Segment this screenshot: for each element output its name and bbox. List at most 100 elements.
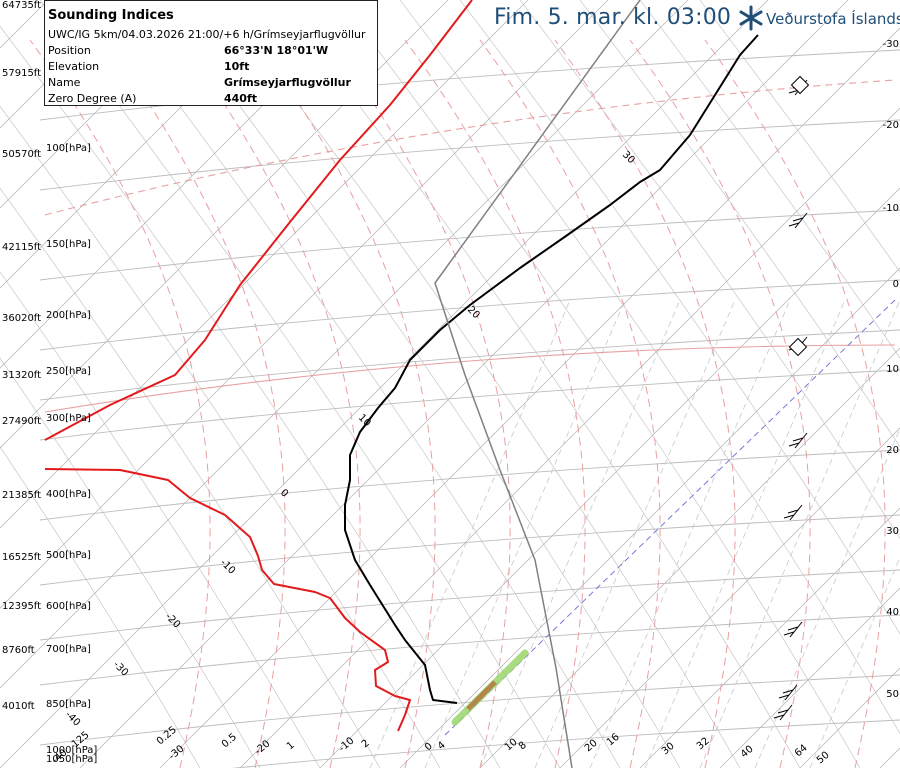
wind-barb-staff [794, 212, 808, 229]
moist-adiabat-line [179, 39, 361, 768]
moist-adiabat-line [329, 39, 511, 768]
sounding-series-2 [344, 34, 759, 704]
info-row-position: Position 66°33'N 18°01'W [48, 44, 374, 60]
bottom-axis-label: 64 [793, 743, 810, 760]
info-value: 10ft [224, 60, 250, 73]
moist-adiabat-line [704, 39, 886, 768]
temperature-axis-label: 30 [886, 526, 899, 537]
bottom-axis-label: 50 [815, 750, 832, 767]
mixing-ratio-line [479, 299, 681, 768]
series-layer [44, 0, 759, 768]
info-label: Name [48, 76, 81, 89]
pressure-label: 200[hPa] [46, 310, 91, 321]
sounding-series-3 [434, 0, 641, 768]
temperature-axis-label: 50 [886, 689, 899, 700]
isotherm-line [0, 0, 689, 689]
isotherm-label: 0 [278, 487, 290, 499]
wind-barb-staff [794, 432, 808, 449]
wind-barb [788, 212, 808, 229]
logo-text: Veðurstofa Íslands [766, 10, 900, 28]
level-marker [790, 75, 810, 95]
temperature-axis-label: -30 [883, 39, 899, 50]
bottom-axis-label: 20 [583, 738, 600, 755]
wind-barb-feather [792, 437, 804, 442]
isobar-line [39, 514, 900, 586]
surface-mixing-band-core [466, 680, 497, 711]
isotherm-label: -40 [63, 709, 82, 728]
isotherm-label: -10 [218, 557, 237, 576]
isotherm-line [0, 0, 449, 449]
isotherm-line [0, 0, 209, 209]
height-label: 36020ft [2, 313, 41, 324]
isobar-line [39, 49, 900, 121]
bottom-axis-label: -10 [337, 735, 357, 754]
height-label: 12395ft [2, 601, 41, 612]
pressure-label: 300[hPa] [46, 413, 91, 424]
isotherm-line [0, 0, 369, 369]
bottom-axis-label: 30 [660, 741, 677, 758]
temperature-axis-label: 20 [886, 445, 899, 456]
reference-dashed-line [44, 79, 896, 216]
moist-adiabat-line [629, 39, 811, 768]
bottom-axis-label: 0.5 [220, 732, 239, 751]
height-label: 31320ft [2, 370, 41, 381]
isobar-line [231, 719, 900, 768]
wind-barb-feather [778, 694, 790, 699]
sounding-indices-box: Sounding Indices UWC/IG 5km/04.03.2026 2… [44, 0, 378, 106]
temperature-axis-label: -20 [883, 120, 899, 131]
info-row-name: Name Grímseyjarflugvöllur [48, 76, 374, 92]
bottom-axis-label: 0 [423, 741, 435, 754]
dry-adiabat-line [639, 0, 900, 359]
bottom-axis-label: -20 [253, 738, 273, 757]
vedurstofa-logo: Veðurstofa Íslands [738, 5, 900, 31]
dry-adiabat-line [339, 0, 861, 768]
height-label: 27490ft [2, 416, 41, 427]
isobar-line [39, 569, 900, 641]
dry-adiabat-line [0, 271, 321, 768]
wind-barb-staff [784, 684, 798, 701]
isotherm-line [0, 0, 769, 768]
info-row-zero-degree: Zero Degree (A) 440ft [48, 92, 374, 108]
wind-barb-feather [777, 709, 789, 714]
mixing-ratio-line [644, 299, 846, 768]
wind-barb-feather [792, 217, 804, 222]
info-subtitle: UWC/IG 5km/04.03.2026 21:00/+6 h/Grímsey… [48, 28, 366, 41]
isotherm-line [719, 587, 900, 768]
height-label: 4010ft [2, 701, 35, 712]
dry-adiabat-line [459, 0, 900, 635]
dry-adiabat-line [399, 0, 900, 735]
wind-barb-feather [787, 626, 799, 631]
mixing-ratio-line [369, 299, 571, 768]
height-label: 21385ft [2, 490, 41, 501]
wind-barb-feather [788, 442, 800, 447]
wind-barb-staff [789, 504, 803, 521]
bottom-axis-label: -30 [167, 743, 187, 762]
dry-adiabat-line [699, 0, 900, 273]
wind-barb [773, 704, 793, 721]
wind-barb-feather [773, 714, 785, 719]
bottom-axis-label: 4 [436, 740, 448, 753]
isobar-line [39, 279, 900, 351]
moist-adiabat-line [29, 39, 211, 768]
dry-adiabat-line [519, 0, 900, 539]
info-label: Elevation [48, 60, 100, 73]
moist-adiabat-line [254, 39, 436, 768]
bottom-axis-label: 1 [285, 740, 297, 753]
pressure-label: 1000[hPa] [46, 745, 97, 756]
isobar-line [39, 119, 900, 191]
snowflake-logo-icon [739, 5, 763, 31]
info-label: Zero Degree (A) [48, 92, 137, 105]
sounding-series-1 [44, 468, 411, 732]
pressure-label: 250[hPa] [46, 366, 91, 377]
bottom-axis-label: 8 [517, 740, 529, 753]
dry-adiabat-line [279, 0, 801, 768]
isotherm-line [319, 187, 900, 768]
info-label: Position [48, 44, 91, 57]
forecast-time-title: Fim. 5. mar. kl. 03:00 [494, 5, 732, 30]
moist-adiabat-line [554, 39, 736, 768]
moist-adiabat-line [104, 39, 286, 768]
isotherm-line [879, 747, 900, 768]
dry-adiabat-line [0, 357, 261, 768]
